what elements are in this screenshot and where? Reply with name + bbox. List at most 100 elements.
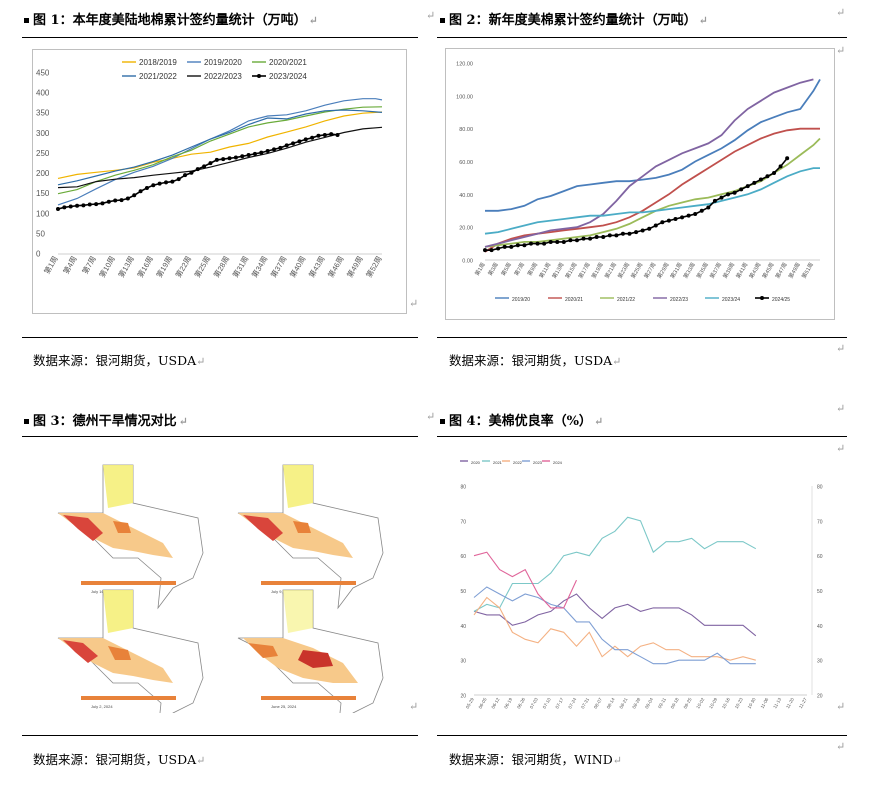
- fig3-drought-maps: July 16, 2024 July 9, 2024 July 2, 2024 …: [57, 464, 384, 713]
- data-point: [634, 230, 639, 235]
- bullet-square-icon: [24, 419, 29, 424]
- legend-label: 2022: [513, 460, 523, 465]
- x-tick-label: 第31周: [230, 254, 250, 279]
- data-point: [233, 155, 238, 160]
- data-point: [157, 181, 162, 186]
- fig2-source: 数据来源：银河期货，USDA↵: [449, 350, 621, 369]
- data-point: [132, 193, 137, 198]
- series-line-2021/2022: [57, 109, 383, 186]
- data-point: [297, 139, 302, 144]
- data-point: [183, 173, 188, 178]
- return-mark-icon: ↵: [308, 14, 318, 27]
- return-mark-icon: ↵: [612, 754, 622, 767]
- drought-map-4: June 25, 2024: [237, 589, 384, 713]
- data-point: [785, 156, 790, 161]
- series-line-2020: [473, 593, 757, 637]
- x-tick-label: 第1周: [41, 254, 59, 276]
- return-mark-icon: ↵: [836, 700, 846, 713]
- map-date-bar: [261, 696, 356, 700]
- y2-tick-label: 60: [817, 554, 823, 560]
- x-tick-label: 第16周: [135, 254, 155, 279]
- x-tick-label: 第23周: [616, 261, 631, 280]
- data-point: [699, 208, 704, 213]
- x-tick-label: 06-26: [516, 697, 526, 710]
- data-point: [208, 161, 213, 166]
- map-date-bar: [81, 581, 176, 585]
- x-tick-label: 第46周: [325, 254, 345, 279]
- return-mark-icon: ↵: [836, 740, 846, 753]
- series-line-2020/2021: [57, 106, 383, 195]
- x-tick-label: 第7周: [512, 261, 526, 277]
- data-point: [62, 205, 67, 210]
- x-tick-label: 第43周: [306, 254, 326, 279]
- x-tick-label: 第19周: [589, 261, 604, 280]
- series-line-2024: [473, 551, 577, 609]
- return-mark-icon: ↵: [836, 342, 846, 355]
- x-tick-label: 09-18: [670, 697, 680, 710]
- x-tick-label: 第10周: [97, 254, 117, 279]
- return-mark-icon: ↵: [698, 14, 708, 27]
- data-point: [620, 231, 625, 236]
- drought-map-3: July 2, 2024: [57, 589, 204, 713]
- legend-marker: [257, 74, 261, 78]
- x-tick-label: 06-05: [478, 697, 488, 710]
- data-point: [202, 164, 207, 169]
- x-tick-label: 07-31: [580, 697, 590, 710]
- bottom-top-rule-left: [22, 436, 418, 437]
- fig4-caption: 图 4：美棉优良率（%） ↵: [440, 410, 603, 429]
- data-point: [75, 203, 80, 208]
- x-tick-label: 第40周: [287, 254, 307, 279]
- x-tick-label: 10-30: [747, 697, 757, 710]
- data-point: [535, 241, 540, 246]
- x-tick-label: 09-11: [657, 697, 667, 710]
- data-point: [483, 248, 487, 253]
- data-point: [221, 157, 226, 162]
- fig3-caption: 图 3：德州干旱情况对比 ↵: [24, 410, 188, 429]
- data-point: [189, 170, 194, 175]
- data-point: [712, 198, 717, 203]
- bullet-square-icon: [440, 419, 445, 424]
- data-point: [100, 201, 105, 206]
- data-point: [568, 238, 573, 243]
- map-date-bar: [261, 581, 356, 585]
- data-point: [548, 239, 553, 244]
- top-rule-left: [22, 37, 418, 38]
- x-tick-label: 第5周: [499, 261, 513, 277]
- y-tick-label: 150: [36, 189, 50, 198]
- x-tick-label: 07-24: [567, 697, 577, 710]
- data-point: [765, 174, 770, 179]
- fig1-caption: 图 1：本年度美陆地棉累计签约量统计（万吨） ↵: [24, 9, 318, 28]
- x-tick-label: 07-03: [529, 697, 539, 710]
- data-point: [528, 241, 533, 246]
- x-tick-label: 11-06: [760, 697, 770, 710]
- x-tick-label: 10-09: [708, 697, 718, 710]
- legend-label: 2020/2021: [269, 58, 307, 67]
- mid-rule-left: [22, 337, 418, 338]
- data-point: [647, 226, 652, 231]
- data-point: [272, 147, 276, 152]
- x-tick-label: 第4周: [61, 254, 79, 276]
- bullet-square-icon: [24, 18, 29, 23]
- x-tick-label: 第9周: [525, 261, 539, 277]
- data-point: [758, 177, 763, 182]
- y-tick-label: 350: [36, 109, 50, 118]
- data-point: [138, 189, 143, 194]
- data-point: [706, 205, 711, 210]
- legend-label: 2020/21: [565, 297, 583, 303]
- legend-label: 2023: [533, 460, 543, 465]
- x-tick-label: 第37周: [708, 261, 723, 280]
- return-mark-icon: ↵: [196, 754, 206, 767]
- data-point: [113, 198, 118, 203]
- data-point: [176, 177, 181, 182]
- series-line-2019/20: [485, 78, 821, 212]
- fig2-caption: 图 2：新年度美棉累计签约量统计（万吨） ↵: [440, 9, 708, 28]
- map-date-bar: [81, 696, 176, 700]
- y2-tick-label: 20: [817, 694, 823, 700]
- data-point: [195, 167, 200, 172]
- return-mark-icon: ↵: [612, 355, 622, 368]
- data-point: [614, 233, 619, 238]
- data-point: [666, 218, 671, 223]
- data-point: [772, 170, 777, 175]
- data-point: [542, 241, 547, 246]
- y-tick-label: 0: [36, 250, 41, 259]
